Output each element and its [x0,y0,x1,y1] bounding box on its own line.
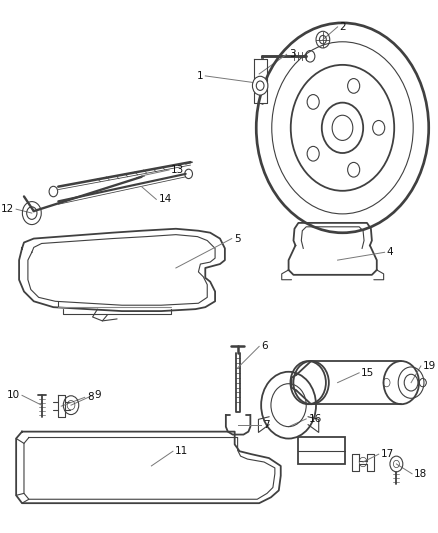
Polygon shape [254,59,267,103]
Text: 11: 11 [175,446,188,456]
Text: 3: 3 [289,50,295,59]
Text: 7: 7 [263,420,270,430]
Text: 15: 15 [361,368,374,378]
Text: 16: 16 [308,414,321,424]
Text: 10: 10 [7,390,20,400]
Text: 1: 1 [197,71,203,81]
Text: 14: 14 [159,195,172,204]
Text: 12: 12 [1,204,14,214]
Text: 19: 19 [423,361,436,371]
Text: 4: 4 [387,247,393,257]
Text: 6: 6 [261,341,268,351]
Text: 9: 9 [95,390,101,400]
Text: 5: 5 [234,233,240,244]
Text: 2: 2 [340,22,346,32]
Text: 18: 18 [414,469,427,479]
Text: 17: 17 [381,449,394,459]
Text: 8: 8 [87,392,93,402]
Circle shape [252,76,268,95]
Text: 13: 13 [171,165,184,175]
